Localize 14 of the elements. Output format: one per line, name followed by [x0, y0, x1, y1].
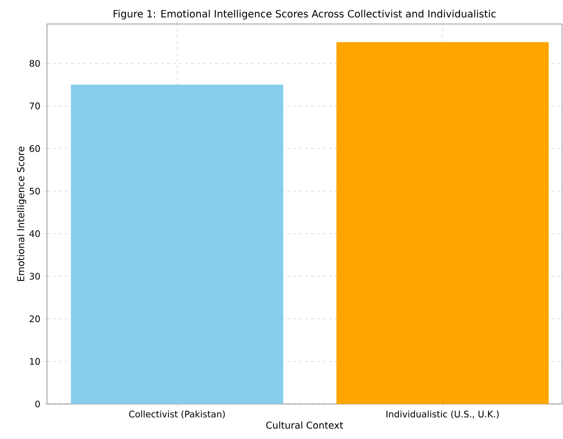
- y-tick-label: 30: [30, 272, 40, 280]
- y-tick-label: 70: [30, 102, 40, 110]
- chart-title: Figure 1: Emotional Intelligence Scores Across Collectivist and Individualistic: [114, 10, 496, 20]
- y-tick-label: 50: [30, 188, 40, 195]
- y-tick-label: 20: [30, 315, 40, 322]
- x-axis-title: Cultural Context: [266, 421, 344, 429]
- y-tick-label: 10: [30, 358, 40, 365]
- x-tick-label: Individualistic (U.S., U.K.): [386, 410, 499, 419]
- y-axis-title: Emotional Intelligence Score: [16, 146, 26, 281]
- y-tick-label: 0: [35, 400, 40, 408]
- x-tick-label: Collectivist (Pakistan): [129, 410, 225, 419]
- y-tick-label: 80: [30, 60, 40, 67]
- y-tick-label: 60: [30, 145, 40, 152]
- y-tick-label: 40: [29, 230, 40, 238]
